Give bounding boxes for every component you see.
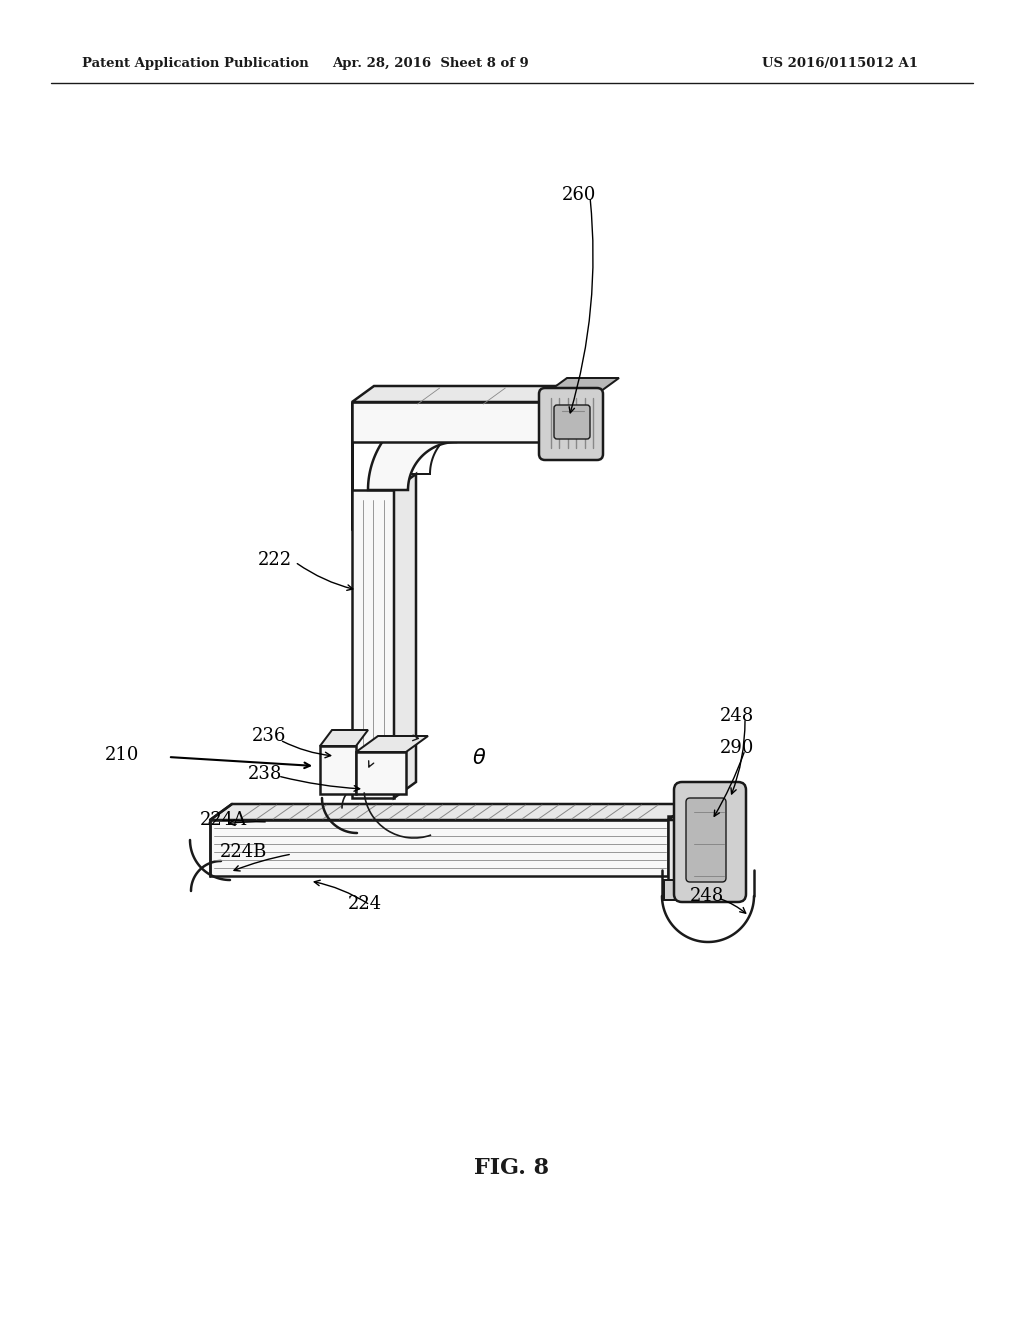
Polygon shape [403,403,427,420]
Polygon shape [401,404,426,421]
Polygon shape [379,429,402,447]
Polygon shape [371,449,394,467]
Polygon shape [391,413,415,430]
Polygon shape [398,407,422,424]
Polygon shape [420,393,443,411]
Polygon shape [369,465,390,483]
Text: 222: 222 [258,550,292,569]
Polygon shape [424,391,449,408]
FancyBboxPatch shape [686,799,726,882]
Polygon shape [664,880,734,900]
FancyBboxPatch shape [554,405,590,440]
Polygon shape [545,378,618,393]
Polygon shape [416,395,439,412]
Polygon shape [368,403,456,490]
Polygon shape [385,420,409,437]
Polygon shape [368,467,390,486]
Polygon shape [371,451,393,469]
Polygon shape [376,436,399,454]
Polygon shape [390,414,414,432]
Polygon shape [381,425,404,444]
Polygon shape [383,424,406,441]
Polygon shape [319,730,368,746]
Polygon shape [356,737,428,752]
Polygon shape [439,387,464,404]
Polygon shape [352,403,549,442]
Polygon shape [373,444,395,462]
Polygon shape [437,388,462,404]
Polygon shape [375,438,398,455]
Polygon shape [352,385,571,403]
Polygon shape [444,387,469,403]
Polygon shape [426,391,451,407]
Polygon shape [368,471,390,490]
Polygon shape [406,401,429,418]
FancyBboxPatch shape [674,781,746,902]
Text: 290: 290 [720,739,755,756]
Polygon shape [352,490,394,799]
Polygon shape [373,442,396,461]
Text: 260: 260 [562,186,596,205]
Polygon shape [370,455,392,474]
Polygon shape [446,387,471,403]
Polygon shape [435,388,460,404]
Text: Apr. 28, 2016  Sheet 8 of 9: Apr. 28, 2016 Sheet 8 of 9 [332,57,528,70]
Polygon shape [431,389,455,405]
Polygon shape [394,474,416,799]
Polygon shape [374,440,397,458]
Text: 248: 248 [720,708,755,725]
Polygon shape [442,387,466,403]
Text: 224: 224 [348,895,382,913]
Text: 210: 210 [105,746,139,764]
Text: Patent Application Publication: Patent Application Publication [82,57,308,70]
Polygon shape [433,388,457,405]
Polygon shape [388,416,412,434]
Polygon shape [449,387,473,403]
Polygon shape [372,446,394,465]
Text: 238: 238 [248,766,283,783]
Polygon shape [399,405,424,422]
Polygon shape [394,409,419,426]
Polygon shape [377,433,400,451]
Polygon shape [384,421,408,440]
Polygon shape [422,392,446,409]
Polygon shape [319,746,356,795]
Polygon shape [356,752,406,795]
FancyBboxPatch shape [539,388,603,459]
Polygon shape [412,397,435,414]
Text: $\theta$: $\theta$ [472,748,486,768]
Polygon shape [410,399,433,416]
Polygon shape [668,816,722,884]
Text: FIG. 8: FIG. 8 [474,1158,550,1179]
Polygon shape [210,804,690,820]
Text: 248: 248 [690,887,724,906]
Polygon shape [428,389,453,407]
Polygon shape [369,458,391,477]
Polygon shape [393,411,417,429]
Polygon shape [380,428,403,445]
Polygon shape [454,385,478,403]
Polygon shape [210,820,668,876]
Polygon shape [408,400,431,417]
Polygon shape [452,385,476,403]
Polygon shape [387,418,411,436]
Polygon shape [368,470,390,487]
Polygon shape [370,453,392,471]
Polygon shape [369,462,391,480]
Text: 224B: 224B [220,843,267,861]
Text: US 2016/0115012 A1: US 2016/0115012 A1 [762,57,918,70]
Polygon shape [369,459,391,478]
Polygon shape [378,432,401,449]
Text: 224A: 224A [200,810,247,829]
Polygon shape [418,393,441,411]
Text: 236: 236 [252,727,287,744]
Polygon shape [396,408,420,425]
Polygon shape [668,804,746,820]
Polygon shape [414,396,437,413]
